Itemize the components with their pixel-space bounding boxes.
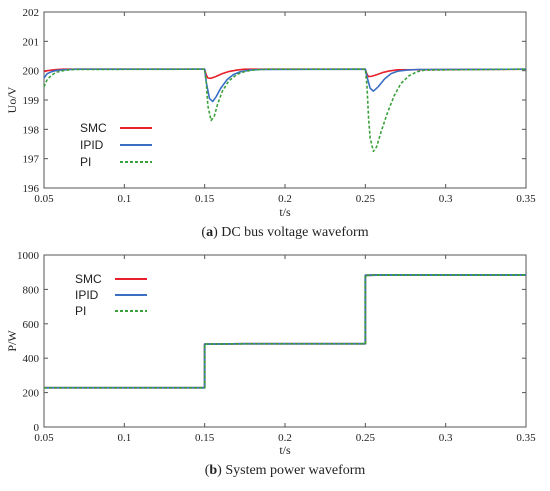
y-tick-label: 0 <box>34 422 40 434</box>
x-tick-label: 0.3 <box>439 432 453 444</box>
legend-label-smc: SMC <box>80 121 107 135</box>
y-tick-label: 800 <box>23 284 40 296</box>
x-tick-label: 0.25 <box>356 432 376 444</box>
x-tick-label: 0.05 <box>34 193 54 205</box>
series-lines <box>44 274 526 389</box>
x-ticks: 0.05 0.1 0.15 0.2 0.25 0.3 0.35 <box>34 255 536 444</box>
y-tick-label: 1000 <box>17 250 40 262</box>
legend-label-ipid: IPID <box>75 288 99 302</box>
y-tick-label: 196 <box>23 183 40 195</box>
x-tick-label: 0.1 <box>117 193 131 205</box>
caption-b: (b) System power waveform <box>205 463 366 478</box>
y-tick-label: 400 <box>23 353 40 365</box>
y-tick-label: 198 <box>23 124 40 136</box>
legend-label-smc: SMC <box>75 272 102 286</box>
caption-a: (a) DC bus voltage waveform <box>201 225 368 240</box>
y-tick-label: 197 <box>23 154 40 166</box>
legend: SMC IPID PI <box>80 121 152 169</box>
legend-label-pi: PI <box>80 155 91 169</box>
y-tick-label: 200 <box>23 66 40 78</box>
series-line-pi <box>43 68 527 153</box>
series-line-smc <box>44 274 526 389</box>
x-tick-label: 0.1 <box>117 432 131 444</box>
series-lines <box>43 68 527 153</box>
series-line-ipid <box>44 274 526 389</box>
x-tick-label: 0.35 <box>516 432 536 444</box>
caption-text: System power waveform <box>225 463 365 478</box>
series-line-pi <box>44 274 526 389</box>
caption-text: DC bus voltage waveform <box>221 225 368 240</box>
plot-frame <box>43 254 527 428</box>
y-axis-label: Uo/V <box>5 86 19 113</box>
y-tick-label: 202 <box>23 7 40 19</box>
x-tick-label: 0.2 <box>278 432 292 444</box>
x-ticks: 0.05 0.1 0.15 0.2 0.25 0.3 0.35 <box>34 12 536 205</box>
x-axis-label: t/s <box>279 205 291 219</box>
chart-dc-bus-voltage: 196 197 198 199 200 201 202 0.05 0.1 0.15 0.2 0.25… <box>5 7 536 240</box>
caption-letter: a <box>206 225 213 240</box>
y-ticks: 196 197 198 199 200 201 202 <box>23 7 526 195</box>
x-tick-label: 0.25 <box>356 193 376 205</box>
x-tick-label: 0.3 <box>439 193 453 205</box>
legend-label-ipid: IPID <box>80 138 104 152</box>
x-tick-label: 0.15 <box>195 193 215 205</box>
x-tick-label: 0.05 <box>34 432 54 444</box>
plot-frame <box>43 11 527 189</box>
x-tick-label: 0.15 <box>195 432 215 444</box>
caption-letter: b <box>209 463 217 478</box>
y-ticks: 0 200 400 600 800 1000 <box>17 250 526 434</box>
series-line-ipid <box>43 68 527 103</box>
y-tick-label: 200 <box>23 388 40 400</box>
x-tick-label: 0.2 <box>278 193 292 205</box>
y-tick-label: 199 <box>23 95 40 107</box>
y-axis-label: P/W <box>5 330 19 352</box>
legend: SMC IPID PI <box>75 272 147 318</box>
y-tick-label: 201 <box>23 36 40 48</box>
y-tick-label: 600 <box>23 319 40 331</box>
x-tick-label: 0.35 <box>516 193 536 205</box>
legend-label-pi: PI <box>75 304 86 318</box>
x-axis-label: t/s <box>279 443 291 457</box>
